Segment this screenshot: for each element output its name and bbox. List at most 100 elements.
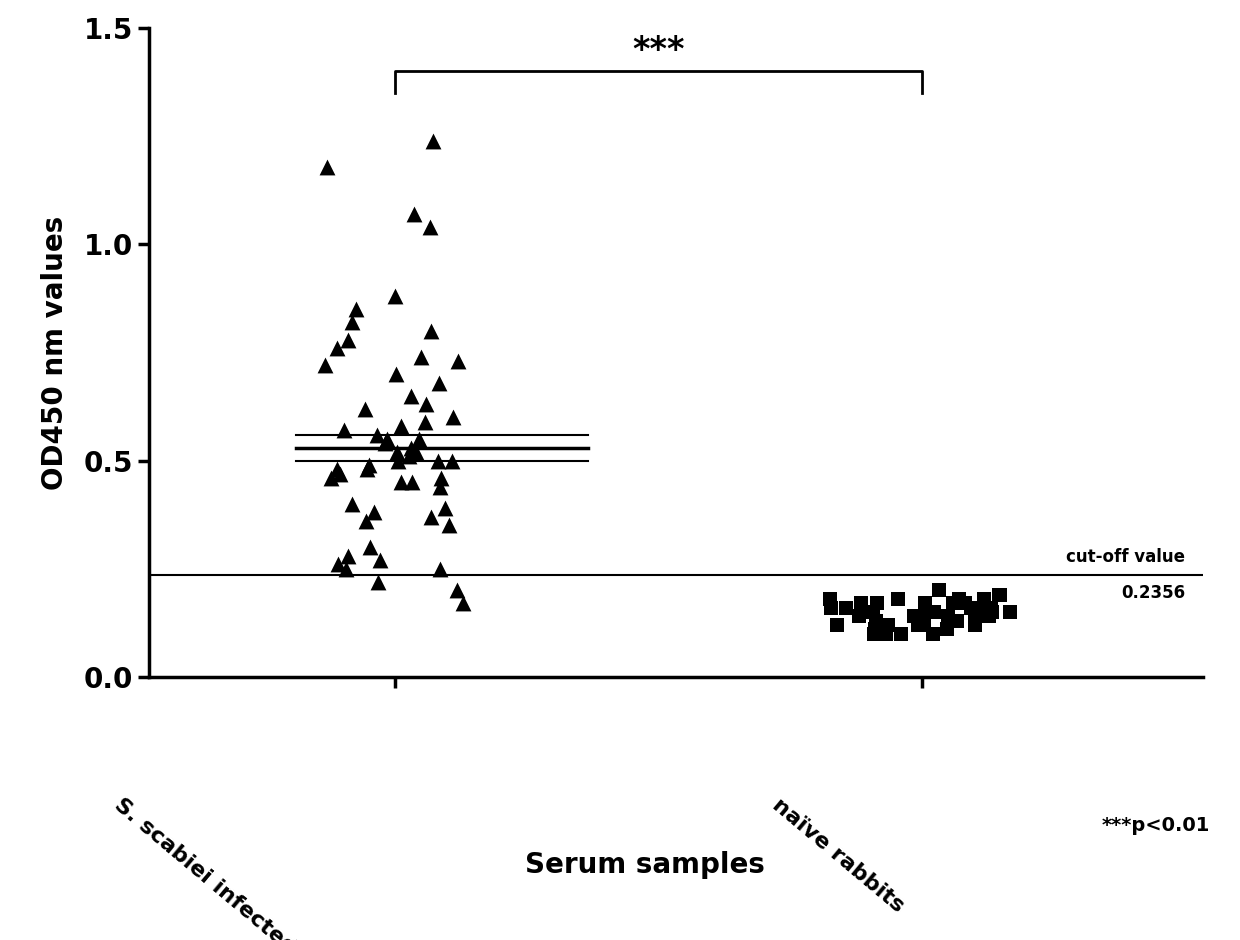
- Point: [911, 613, 931, 628]
- Point: [432, 470, 451, 485]
- Point: [429, 375, 449, 390]
- Point: [430, 479, 450, 494]
- Point: [449, 353, 469, 368]
- Point: [356, 401, 376, 416]
- Point: [327, 340, 347, 355]
- Point: [973, 591, 993, 606]
- Point: [399, 448, 419, 463]
- Point: [342, 496, 362, 511]
- Point: [428, 453, 448, 468]
- Text: Serum samples: Serum samples: [525, 851, 765, 879]
- Point: [929, 583, 949, 598]
- Point: [454, 596, 474, 611]
- Point: [342, 315, 362, 330]
- Point: [337, 548, 357, 563]
- Point: [937, 609, 957, 624]
- Point: [377, 431, 397, 446]
- Point: [942, 596, 962, 611]
- Point: [443, 453, 463, 468]
- Point: [423, 133, 443, 149]
- Point: [982, 604, 1002, 619]
- Point: [368, 574, 388, 589]
- Point: [848, 609, 868, 624]
- Point: [874, 621, 894, 636]
- Point: [403, 475, 423, 490]
- Point: [327, 462, 347, 477]
- Point: [837, 600, 857, 615]
- Point: [430, 561, 450, 576]
- Point: [422, 323, 441, 338]
- Point: [961, 600, 981, 615]
- Point: [384, 289, 404, 304]
- Point: [955, 596, 975, 611]
- Point: [392, 475, 412, 490]
- Text: naïve rabbits: naïve rabbits: [769, 795, 908, 916]
- Point: [966, 600, 986, 615]
- Text: S. scabiei infected rabbits: S. scabiei infected rabbits: [110, 795, 374, 940]
- Point: [321, 470, 341, 485]
- Point: [327, 556, 347, 572]
- Point: [346, 302, 366, 317]
- Text: ***: ***: [632, 34, 684, 67]
- Point: [367, 427, 387, 442]
- Point: [892, 626, 911, 641]
- Point: [356, 513, 376, 528]
- Point: [365, 505, 384, 520]
- Point: [387, 445, 407, 460]
- Point: [376, 436, 396, 451]
- Point: [852, 596, 872, 611]
- Point: [448, 583, 467, 598]
- Point: [821, 591, 841, 606]
- Point: [357, 462, 377, 477]
- Point: [988, 588, 1008, 603]
- Point: [924, 604, 944, 619]
- Point: [821, 600, 841, 615]
- Text: ***p<0.01: ***p<0.01: [1101, 816, 1210, 835]
- Y-axis label: OD450 nm values: OD450 nm values: [41, 215, 69, 490]
- Point: [315, 358, 335, 373]
- Point: [827, 618, 847, 633]
- Point: [967, 600, 987, 615]
- Point: [420, 220, 440, 235]
- Point: [1001, 604, 1021, 619]
- Point: [878, 618, 898, 633]
- Point: [336, 561, 356, 576]
- Point: [978, 609, 998, 624]
- Point: [910, 609, 930, 624]
- Point: [981, 600, 1001, 615]
- Point: [402, 440, 422, 455]
- Text: cut-off value: cut-off value: [1066, 548, 1185, 566]
- Point: [387, 367, 407, 382]
- Point: [923, 626, 942, 641]
- Point: [317, 159, 337, 174]
- Point: [391, 418, 410, 433]
- Point: [405, 445, 425, 460]
- Point: [444, 410, 464, 425]
- Point: [403, 207, 423, 222]
- Point: [888, 591, 908, 606]
- Point: [965, 609, 985, 624]
- Point: [339, 332, 358, 347]
- Point: [388, 453, 408, 468]
- Point: [370, 553, 389, 568]
- Point: [867, 613, 887, 628]
- Point: [965, 618, 985, 633]
- Point: [361, 540, 381, 555]
- Point: [861, 604, 880, 619]
- Point: [335, 423, 355, 438]
- Point: [864, 626, 884, 641]
- Point: [908, 618, 928, 633]
- Point: [415, 415, 435, 430]
- Point: [904, 609, 924, 624]
- Point: [936, 621, 956, 636]
- Point: [915, 596, 935, 611]
- Point: [914, 618, 934, 633]
- Point: [331, 466, 351, 481]
- Point: [877, 626, 897, 641]
- Point: [867, 596, 887, 611]
- Point: [415, 397, 435, 412]
- Point: [409, 431, 429, 446]
- Point: [990, 588, 1009, 603]
- Point: [863, 604, 883, 619]
- Point: [866, 621, 885, 636]
